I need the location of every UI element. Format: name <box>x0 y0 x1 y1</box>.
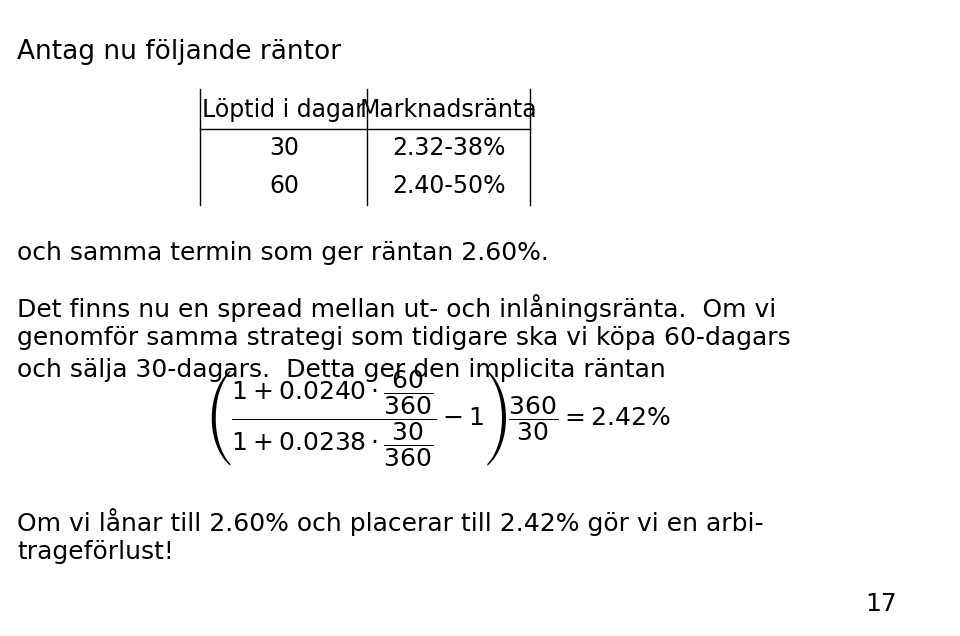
Text: 2.40-50%: 2.40-50% <box>392 174 505 198</box>
Text: och samma termin som ger räntan 2.60%.: och samma termin som ger räntan 2.60%. <box>17 241 549 265</box>
Text: 30: 30 <box>269 136 299 160</box>
Text: 17: 17 <box>866 592 898 616</box>
Text: och sälja 30-dagars.  Detta ger den implicita räntan: och sälja 30-dagars. Detta ger den impli… <box>17 358 666 382</box>
Text: Det finns nu en spread mellan ut- och inlåningsränta.  Om vi: Det finns nu en spread mellan ut- och in… <box>17 294 777 322</box>
Text: trageförlust!: trageförlust! <box>17 540 174 564</box>
Text: $\left(\dfrac{1 + 0.0240 \cdot \dfrac{60}{360}}{1 + 0.0238 \cdot \dfrac{30}{360}: $\left(\dfrac{1 + 0.0240 \cdot \dfrac{60… <box>207 368 671 468</box>
Text: Löptid i dagar: Löptid i dagar <box>203 98 366 122</box>
Text: 2.32-38%: 2.32-38% <box>392 136 505 160</box>
Text: Om vi lånar till 2.60% och placerar till 2.42% gör vi en arbi-: Om vi lånar till 2.60% och placerar till… <box>17 508 764 536</box>
Text: genomför samma strategi som tidigare ska vi köpa 60-dagars: genomför samma strategi som tidigare ska… <box>17 326 791 350</box>
Text: 60: 60 <box>269 174 299 198</box>
Text: Marknadsränta: Marknadsränta <box>360 98 538 122</box>
Text: Antag nu följande räntor: Antag nu följande räntor <box>17 39 342 65</box>
